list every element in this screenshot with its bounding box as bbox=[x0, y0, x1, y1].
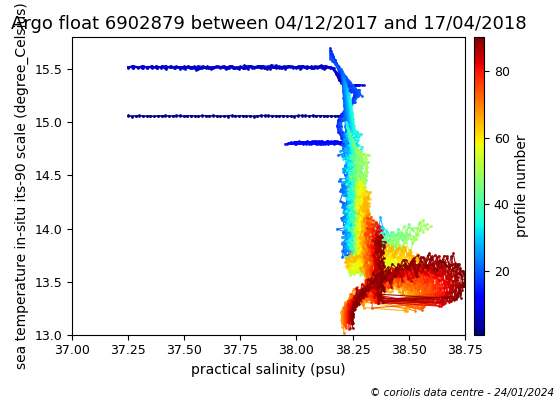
Y-axis label: sea temperature in-situ its-90 scale (degree_Celsius): sea temperature in-situ its-90 scale (de… bbox=[15, 3, 29, 370]
X-axis label: practical salinity (psu): practical salinity (psu) bbox=[191, 363, 346, 377]
Title: Argo float 6902879 between 04/12/2017 and 17/04/2018: Argo float 6902879 between 04/12/2017 an… bbox=[11, 15, 526, 33]
Y-axis label: profile number: profile number bbox=[515, 135, 529, 237]
Text: © coriolis data centre - 24/01/2024: © coriolis data centre - 24/01/2024 bbox=[370, 388, 554, 398]
